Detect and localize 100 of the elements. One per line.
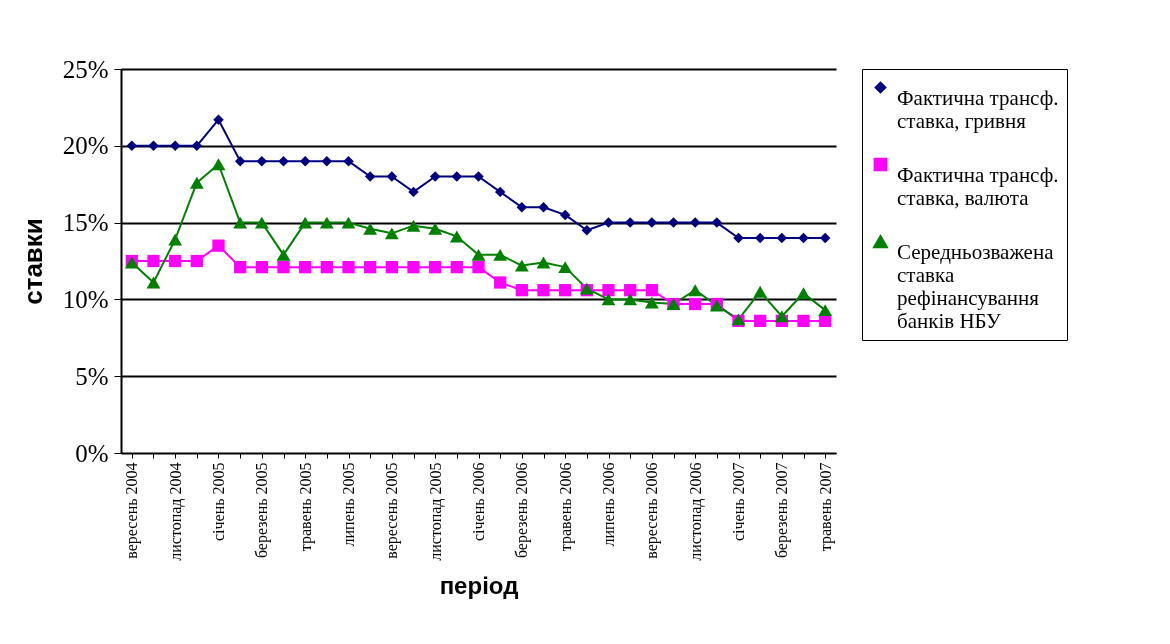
x-tick-label: травень 2007 bbox=[816, 462, 835, 552]
point bbox=[191, 140, 203, 152]
point bbox=[408, 186, 419, 198]
point bbox=[581, 225, 593, 236]
point bbox=[299, 155, 311, 167]
legend-label: Фактична трансф. ставка, гривня bbox=[897, 85, 1059, 133]
point bbox=[537, 284, 550, 297]
point bbox=[298, 216, 313, 229]
point bbox=[753, 285, 768, 298]
point bbox=[538, 202, 549, 213]
point bbox=[384, 227, 399, 240]
point bbox=[493, 248, 508, 261]
point bbox=[212, 239, 225, 252]
x-tick-label: травень 2006 bbox=[556, 462, 575, 552]
point bbox=[449, 230, 464, 243]
point bbox=[234, 261, 247, 274]
point bbox=[428, 222, 443, 235]
x-tick-label: вересень 2004 bbox=[123, 462, 142, 559]
x-tick-label: вересень 2006 bbox=[643, 462, 662, 559]
point bbox=[256, 155, 268, 167]
point bbox=[321, 155, 333, 167]
y-tick-label: 15% bbox=[62, 209, 109, 237]
x-tick-label: травень 2005 bbox=[296, 462, 315, 552]
point bbox=[386, 171, 398, 182]
point bbox=[299, 261, 312, 274]
point bbox=[429, 171, 441, 182]
x-tick-label: січень 2007 bbox=[730, 462, 747, 542]
point bbox=[342, 261, 355, 274]
x-tick-label: січень 2006 bbox=[470, 462, 487, 542]
point bbox=[603, 217, 614, 228]
y-tick-label: 10% bbox=[62, 285, 109, 313]
point bbox=[406, 219, 421, 232]
point bbox=[644, 296, 659, 309]
point bbox=[147, 254, 160, 268]
point bbox=[451, 171, 463, 182]
point bbox=[190, 254, 203, 268]
point bbox=[407, 261, 420, 274]
point bbox=[796, 287, 811, 300]
point bbox=[148, 140, 159, 152]
point bbox=[689, 297, 702, 311]
point bbox=[754, 314, 767, 328]
point bbox=[624, 284, 637, 297]
point bbox=[797, 314, 810, 328]
point bbox=[601, 293, 616, 306]
point bbox=[668, 217, 679, 228]
point bbox=[319, 216, 334, 229]
point bbox=[385, 261, 398, 274]
point bbox=[514, 259, 529, 272]
point bbox=[146, 276, 161, 289]
point bbox=[233, 216, 248, 229]
point bbox=[126, 140, 138, 152]
point bbox=[559, 209, 571, 221]
point bbox=[277, 261, 290, 274]
legend-label: Фактична трансф. ставка, валюта bbox=[897, 162, 1059, 210]
point bbox=[645, 284, 658, 297]
point bbox=[602, 284, 615, 297]
point bbox=[343, 155, 354, 167]
x-tick-label: липень 2006 bbox=[600, 462, 617, 547]
x-tick-label: листопад 2004 bbox=[166, 462, 185, 561]
y-tick-label: 0% bbox=[75, 439, 109, 467]
point bbox=[516, 202, 528, 213]
point bbox=[364, 261, 377, 274]
point bbox=[733, 232, 744, 244]
point bbox=[624, 217, 636, 228]
legend-label: Середньозважена ставка рефінансування банків НБУ bbox=[897, 239, 1055, 333]
point bbox=[211, 158, 226, 171]
point bbox=[450, 261, 463, 274]
point bbox=[689, 217, 701, 228]
x-tick-label: січень 2005 bbox=[210, 462, 227, 542]
x-tick-label: березень 2006 bbox=[513, 462, 532, 559]
y-axis-title: ставки bbox=[17, 218, 48, 305]
y-tick-label: 5% bbox=[75, 362, 109, 390]
point bbox=[189, 176, 204, 189]
point bbox=[774, 310, 789, 323]
point bbox=[363, 222, 378, 235]
point bbox=[341, 216, 356, 229]
point bbox=[818, 304, 833, 317]
point bbox=[688, 284, 703, 297]
x-tick-label: вересень 2005 bbox=[383, 462, 402, 559]
point bbox=[213, 114, 224, 125]
x-tick-label: березень 2005 bbox=[253, 462, 272, 559]
point bbox=[169, 140, 181, 152]
point bbox=[471, 248, 486, 261]
point bbox=[494, 276, 507, 289]
point bbox=[429, 261, 442, 274]
point bbox=[798, 232, 809, 244]
point bbox=[623, 293, 638, 306]
point bbox=[515, 284, 528, 297]
point bbox=[168, 233, 183, 246]
y-tick-label: 25% bbox=[62, 55, 109, 83]
y-tick-label: 20% bbox=[62, 132, 109, 160]
point bbox=[559, 284, 572, 297]
x-axis-title: період bbox=[439, 571, 519, 599]
point bbox=[320, 261, 333, 274]
x-tick-label: липень 2005 bbox=[340, 462, 357, 547]
point bbox=[558, 261, 573, 274]
point bbox=[276, 248, 291, 261]
point bbox=[234, 155, 246, 167]
point bbox=[254, 216, 269, 229]
point bbox=[278, 155, 289, 167]
